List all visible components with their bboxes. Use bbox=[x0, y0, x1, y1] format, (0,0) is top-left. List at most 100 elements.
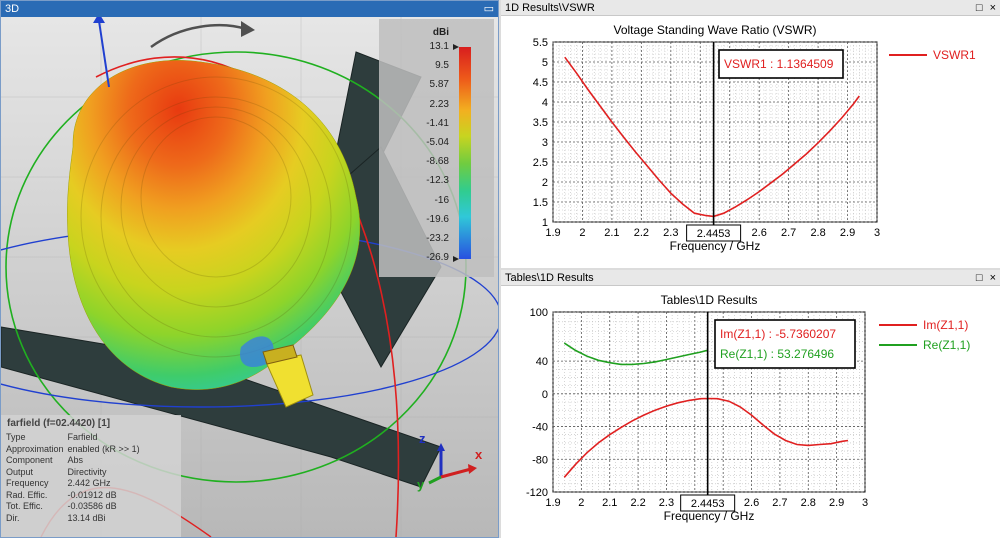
impedance-titlebar[interactable]: Tables\1D Results □ × bbox=[501, 270, 1000, 286]
y-tick-label: 3.5 bbox=[533, 117, 548, 129]
chart-title: Voltage Standing Wave Ratio (VSWR) bbox=[614, 23, 817, 37]
colorbar-tick-label: -8.68 bbox=[426, 156, 449, 168]
marker-label: 2.4453 bbox=[691, 498, 725, 510]
info-row: Frequency 2.442 GHz bbox=[6, 478, 144, 490]
feed-patch bbox=[262, 344, 298, 365]
colorbar-tick-label: 9.5 bbox=[435, 60, 449, 72]
y-tick-label: 5 bbox=[542, 57, 548, 69]
gizmo-z-label: z bbox=[419, 431, 426, 446]
info-value: Farfield bbox=[67, 432, 98, 442]
x-tick-label: 2.8 bbox=[810, 227, 825, 239]
colorbar-tick-label: 5.87 bbox=[429, 79, 449, 91]
x-tick-label: 2.6 bbox=[752, 227, 767, 239]
rotation-arrow bbox=[150, 24, 247, 49]
colorbar-tick-label: 13.1 bbox=[429, 41, 449, 52]
info-row: Output Directivity bbox=[6, 467, 144, 479]
info-key: Type bbox=[6, 432, 26, 442]
colorbar-tick-label: -26.9 bbox=[426, 252, 449, 264]
z-axis-arrowhead bbox=[93, 13, 105, 23]
y-tick-label: 0 bbox=[542, 389, 548, 401]
colorbar-box bbox=[379, 19, 494, 277]
info-row: Component Abs bbox=[6, 455, 144, 467]
info-row: Dir. 13.14 dBi bbox=[6, 513, 144, 525]
x-axis-label: Frequency / GHz bbox=[670, 239, 761, 253]
gizmo-y-axis bbox=[428, 475, 442, 485]
y-tick-label: 4.5 bbox=[533, 77, 548, 89]
annotation-text: VSWR1 : 1.1364509 bbox=[724, 57, 834, 71]
y-tick-label: 1.5 bbox=[533, 197, 548, 209]
y-tick-label: 40 bbox=[536, 356, 548, 368]
gizmo-x-label: x bbox=[475, 447, 483, 462]
y-tick-label: -80 bbox=[532, 454, 548, 466]
annotation-text: Im(Z1,1) : -5.7360207 bbox=[720, 327, 836, 341]
info-header: farfield (f=02.4420) [1] bbox=[7, 418, 111, 429]
marker-label: 2.4453 bbox=[697, 228, 731, 240]
x-tick-label: 2.6 bbox=[744, 497, 759, 509]
colorbar-tick-label: -1.41 bbox=[426, 117, 449, 129]
info-row: Approximation enabled (kR >> 1) bbox=[6, 444, 144, 456]
colorbar-tick-label: -5.04 bbox=[426, 137, 449, 148]
y-tick-label: 2.5 bbox=[533, 157, 548, 169]
info-key: Approximation bbox=[6, 443, 64, 454]
vswr-chart[interactable]: Voltage Standing Wave Ratio (VSWR) 1.9 2 2.… bbox=[501, 16, 1000, 268]
x-tick-label: 3 bbox=[874, 227, 880, 239]
vswr-panel[interactable]: 1D Results\VSWR □ × Voltage Standing Wav… bbox=[501, 0, 1000, 268]
annotation-box bbox=[718, 49, 844, 79]
y-tick-label: 3 bbox=[542, 137, 548, 149]
gizmo-z-arrowhead bbox=[437, 443, 445, 451]
x-tick-label: 2.1 bbox=[604, 227, 619, 239]
x-tick-label: 2.2 bbox=[630, 497, 645, 509]
annotation-text: Re(Z1,1) : 53.276496 bbox=[720, 347, 834, 361]
chart-title: Tables\1D Results bbox=[661, 293, 758, 307]
farfield-info-box: farfield (f=02.4420) [1] Type Farfield App… bbox=[1, 415, 181, 537]
y-tick-label: 1 bbox=[542, 217, 548, 229]
y-tick-label: 4 bbox=[542, 97, 548, 109]
farfield-3d-panel[interactable]: 3D ▭ bbox=[0, 0, 499, 538]
z-axis-arrow bbox=[98, 20, 110, 88]
x-tick-label: 2 bbox=[579, 227, 585, 239]
close-icon[interactable]: × bbox=[989, 272, 996, 284]
vswr-titlebar[interactable]: 1D Results\VSWR □ × bbox=[501, 0, 1000, 16]
info-value: -0.01912 dB bbox=[67, 489, 117, 500]
x-tick-label: 2 bbox=[578, 497, 584, 509]
colorbar-unit: dBi bbox=[432, 27, 449, 38]
colorbar-tick-label: -12.3 bbox=[426, 175, 449, 187]
farfield-scene[interactable]: z x y bbox=[1, 13, 498, 537]
x-tick-label: 1.9 bbox=[545, 227, 560, 239]
farfield-viewport[interactable]: z x y dBi 13.1 9.5 5.87 2.23 -1.41 -5.04 -8.68… bbox=[1, 13, 498, 537]
gizmo-x-axis bbox=[440, 467, 472, 479]
legend-label: VSWR1 bbox=[933, 48, 976, 62]
gizmo-y-label: y bbox=[417, 477, 425, 492]
panel-3d-titlebar[interactable]: 3D ▭ bbox=[1, 1, 498, 17]
x-tick-label: 2.3 bbox=[663, 227, 678, 239]
colorbar-tick-label: -19.6 bbox=[426, 213, 449, 225]
x-tick-label: 2.8 bbox=[801, 497, 816, 509]
impedance-panel[interactable]: Tables\1D Results □ × Tables\1D Results 1… bbox=[501, 270, 1000, 538]
annotation-box bbox=[714, 319, 856, 369]
info-value: Abs bbox=[67, 455, 84, 465]
info-row: Tot. Effic. -0.03586 dB bbox=[6, 501, 144, 513]
close-icon[interactable]: × bbox=[989, 2, 996, 14]
impedance-chart[interactable]: Tables\1D Results1.922.12.22.32.52.62.72… bbox=[501, 286, 1000, 538]
info-value: 2.442 GHz bbox=[67, 478, 111, 488]
vswr-panel-title: 1D Results\VSWR bbox=[505, 2, 595, 14]
colorbar-tick-label: 2.23 bbox=[429, 98, 449, 110]
maximize-icon[interactable]: □ bbox=[975, 272, 983, 284]
info-key: Output bbox=[6, 466, 34, 477]
axis-gizmo[interactable]: z x y bbox=[417, 431, 483, 492]
maximize-icon[interactable]: □ bbox=[975, 2, 983, 14]
y-tick-label: 100 bbox=[530, 307, 548, 319]
marker-box bbox=[680, 494, 736, 512]
legend-label: Im(Z1,1) bbox=[923, 318, 968, 332]
marker-box bbox=[686, 224, 742, 242]
x-tick-label: 2.2 bbox=[634, 227, 649, 239]
x-tick-label: 2.3 bbox=[659, 497, 674, 509]
restore-icon[interactable]: ▭ bbox=[483, 3, 494, 15]
info-value: 13.14 dBi bbox=[67, 512, 106, 523]
series-line-rez11 bbox=[563, 342, 708, 366]
colorbar-tick-label: -23.2 bbox=[426, 233, 449, 244]
colorbar-tick-label: -16 bbox=[434, 194, 449, 206]
x-tick-label: 2.9 bbox=[840, 227, 855, 239]
gizmo-x-arrowhead bbox=[468, 464, 477, 474]
rotation-arrowhead bbox=[241, 21, 255, 37]
